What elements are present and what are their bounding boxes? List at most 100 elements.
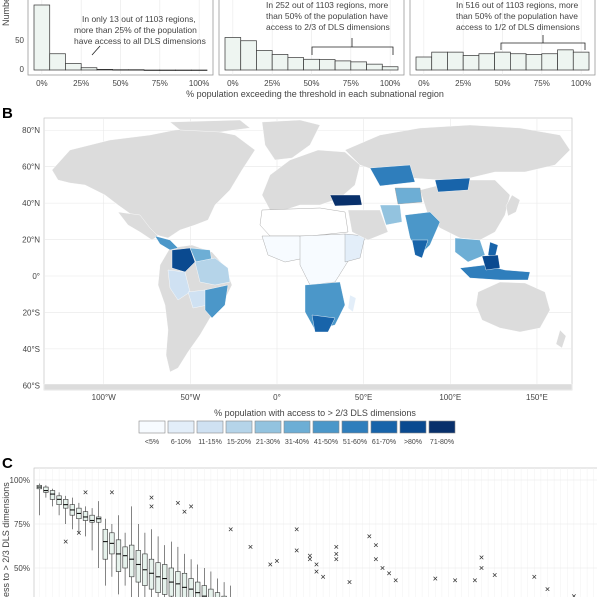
boxplot-box — [56, 495, 62, 505]
panel-c-frame — [33, 467, 597, 597]
a2-bar — [381, 66, 399, 71]
panel-a1-annotation-pointer — [91, 45, 101, 56]
land-antarctica — [43, 383, 573, 391]
a2-bar — [271, 54, 289, 71]
region-south-africa-coast — [311, 314, 336, 333]
boxplot — [102, 518, 108, 586]
a3-bar — [541, 53, 558, 71]
region-north-africa — [259, 207, 349, 237]
outlier-marker — [387, 571, 392, 576]
region-mongolia — [434, 177, 471, 193]
legend-label: 6-10% — [171, 439, 191, 446]
panel-a1-annotation-line-3: have access to all DLS dimensions — [74, 36, 206, 46]
panel-a1-bars — [33, 4, 208, 71]
boxplot — [148, 529, 155, 597]
boxplot-box — [135, 550, 141, 583]
boxplot — [181, 553, 188, 597]
region-southeast-asia — [454, 237, 486, 263]
boxplot-box — [208, 588, 214, 597]
a1-xtick: 75% — [152, 79, 168, 88]
legend-label: 31-40% — [285, 439, 309, 446]
a3-bar — [557, 49, 574, 71]
region-brazil-south — [204, 284, 229, 319]
panel-a2-annotation-line-2: than 50% of the population have — [266, 11, 388, 21]
a1-xtick: 100% — [189, 79, 209, 88]
panel-a1-ytick-50: 50 — [15, 36, 24, 45]
outlier-marker — [479, 555, 484, 560]
map-lat-label: 20°S — [23, 308, 40, 317]
outlier-marker — [479, 565, 484, 571]
boxplot-box — [89, 514, 95, 523]
a3-bar — [525, 54, 543, 71]
map-legend: % population with access to > 2/3 DLS di… — [138, 408, 456, 446]
outlier-marker — [334, 551, 339, 556]
legend-swatch — [196, 420, 224, 434]
map-lon-label: 50°E — [355, 393, 372, 402]
boxplot-box — [155, 562, 161, 593]
outlier-marker — [532, 574, 537, 579]
a1-bar — [143, 69, 161, 71]
a3-bar — [447, 51, 464, 71]
region-mexico — [117, 211, 159, 241]
outlier-marker — [294, 527, 299, 532]
boxplot-box — [188, 578, 194, 597]
legend-swatch — [341, 420, 369, 434]
a3-xtick: 50% — [494, 79, 510, 88]
map-lon-label: 0° — [273, 393, 281, 402]
a2-bar — [256, 50, 273, 71]
map-lat-label: 20°N — [22, 236, 40, 245]
outlier-marker — [307, 557, 312, 562]
panel-c-outliers — [63, 490, 576, 597]
outlier-marker — [294, 548, 299, 553]
region-central-asia — [394, 187, 423, 205]
land-new-zealand — [555, 329, 567, 349]
legend-swatch — [428, 420, 456, 434]
legend-label: 51-60% — [343, 439, 367, 446]
a3-bar — [462, 55, 480, 71]
land-australia — [475, 281, 551, 333]
map-legend-title: % population with access to > 2/3 DLS di… — [214, 408, 416, 418]
map-lat-label: 60°N — [22, 163, 40, 172]
outlier-marker — [373, 557, 378, 562]
outlier-marker — [268, 562, 273, 567]
a2-xtick: 25% — [264, 79, 280, 88]
a3-bar — [494, 51, 511, 71]
region-turkey — [329, 194, 363, 207]
a1-bar — [175, 69, 192, 71]
a2-bar — [366, 63, 383, 71]
boxplot-box — [162, 564, 168, 595]
a1-bar — [80, 67, 98, 71]
legend-label: 21-30% — [256, 439, 280, 446]
panel-a2-x-ticks: 0% 25% 50% 75% 100% — [227, 79, 400, 88]
outlier-marker — [109, 490, 114, 495]
a2-bar — [350, 61, 367, 71]
a2-xtick: 75% — [343, 79, 359, 88]
boxplot-box — [102, 528, 108, 560]
boxplot — [135, 524, 141, 597]
a2-bar — [334, 60, 352, 71]
a2-xtick: 100% — [380, 79, 400, 88]
boxplot — [201, 568, 207, 597]
region-central-america — [154, 235, 179, 251]
a3-bar — [415, 56, 433, 71]
boxplot — [43, 485, 49, 498]
legend-label: 11-15% — [198, 439, 222, 446]
region-borneo — [481, 254, 501, 271]
legend-label: <5% — [145, 439, 159, 446]
outlier-marker — [189, 504, 194, 509]
panel-a3-annotation-line-3: access to 1/2 of DLS dimensions — [456, 22, 580, 32]
legend-swatch — [312, 420, 340, 434]
outlier-marker — [545, 587, 550, 592]
boxplot — [230, 585, 231, 597]
panel-b: B — [2, 105, 573, 446]
panel-b-letter: B — [2, 105, 13, 122]
map-legend-items: <5% 6-10% 11-15% 15-20% 21-30% 31-40% 41-50% 51… — [138, 420, 456, 446]
boxplot-box — [195, 581, 201, 597]
outlier-marker — [433, 576, 438, 581]
outlier-marker — [182, 509, 187, 514]
boxplot — [208, 571, 214, 597]
panel-a3-annotation-line-2: than 50% of the population have — [456, 11, 578, 21]
boxplot — [76, 502, 82, 533]
boxplot — [214, 578, 221, 597]
map-lon-label: 100°W — [92, 393, 117, 402]
